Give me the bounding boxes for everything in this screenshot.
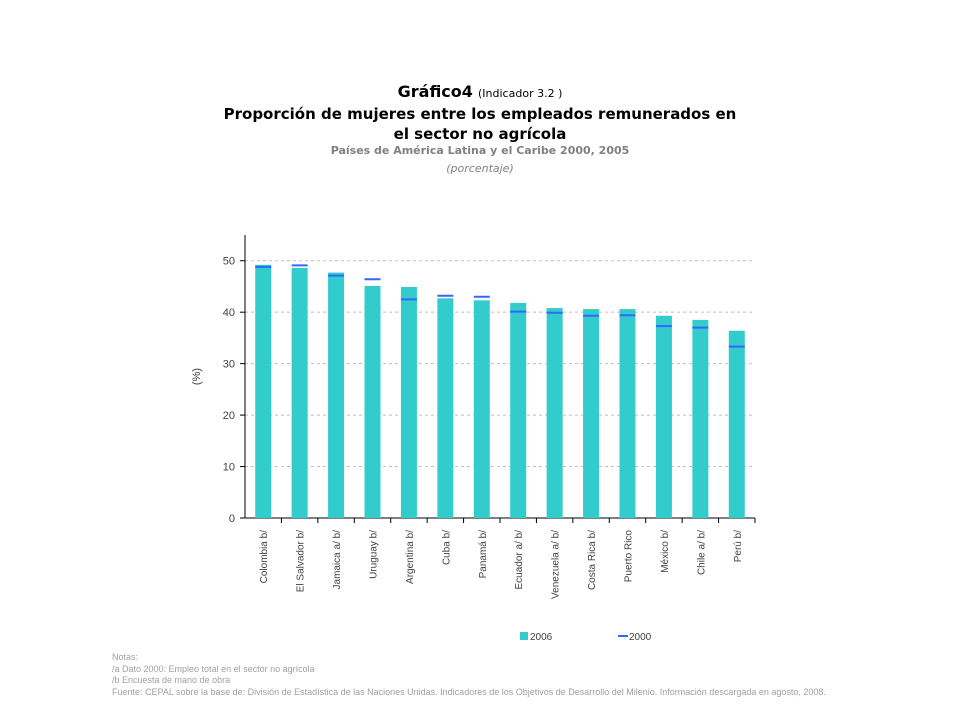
bar-2006 [728,330,745,518]
x-tick-label: Venezuela a/ b/ [551,530,562,599]
x-tick-label: Costa Rica b/ [587,530,598,590]
chart-title-indicator: (Indicador 3.2 ) [478,87,563,100]
x-tick-label: Chile a/ b/ [696,530,707,575]
note-source: Fuente: CEPAL sobre la base de: División… [112,686,826,697]
x-tick-label: Colombia b/ [259,530,270,584]
bar-2006 [437,298,454,518]
bar-2006 [255,264,272,518]
legend-swatch-2006 [520,632,528,640]
notes-block: Notas: /a Dato 2000: Empleo total en el … [112,652,826,698]
y-tick-label: 40 [223,307,235,319]
y-tick-label: 10 [223,462,235,474]
chart-heading: Proporción de mujeres entre los empleado… [0,104,960,144]
y-tick-label: 50 [223,256,235,268]
bar-2006 [619,309,636,518]
x-tick-label: México b/ [660,530,671,573]
note-b: /b Encuesta de mano de obra [112,675,231,685]
legend-label-2006: 2006 [530,632,553,643]
bar-2006 [400,286,417,518]
note-a: /a Dato 2000: Empleo total en el sector … [112,663,315,674]
x-tick-label: Cuba b/ [441,530,452,565]
x-tick-label: El Salvador b/ [296,530,307,592]
legend-label-2000: 2000 [629,632,652,643]
chart-title-main: Gráfico4 [397,82,473,101]
bar-2006 [546,308,563,518]
chart-subtitle: Países de América Latina y el Caribe 200… [330,144,630,157]
x-tick-label: Argentina b/ [405,530,416,584]
notes-heading: Notas: [112,652,139,662]
bar-2006 [510,302,527,518]
y-tick-label: 30 [223,359,235,371]
bar-2006 [583,309,600,518]
bar-2006 [291,267,308,518]
bar-2006 [655,315,672,518]
bar-2006 [328,272,345,518]
x-tick-label: Puerto Rico [624,530,635,583]
y-axis-label: (%) [191,368,203,385]
y-tick-label: 20 [223,410,235,422]
bar-2006 [473,300,490,518]
x-tick-label: Ecuador a/ b/ [514,530,525,590]
y-tick-label: 0 [229,513,235,525]
chart-title: Gráfico4 (Indicador 3.2 ) [0,82,960,101]
x-tick-label: Uruguay b/ [369,530,380,579]
x-tick-label: Perú b/ [733,530,744,562]
x-tick-label: Panamá b/ [478,530,489,579]
bar-2006 [364,285,381,518]
x-tick-label: Jamaica a/ b/ [332,530,343,590]
chart-heading-line-1: Proporción de mujeres entre los empleado… [223,105,737,123]
chart-unit: (porcentaje) [446,162,514,175]
chart-heading-line-2: el sector no agrícola [393,125,567,143]
bar-2006 [692,319,709,518]
